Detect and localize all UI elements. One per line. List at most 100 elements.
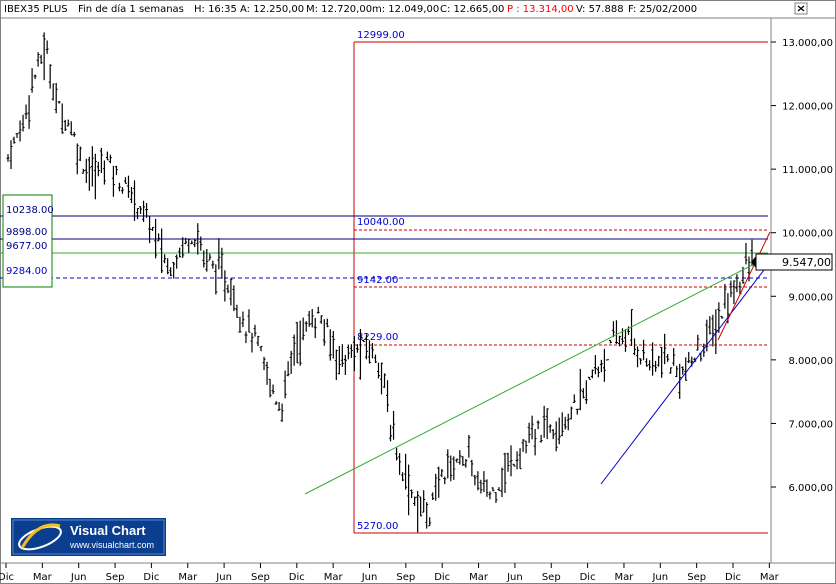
y-tick-label: 7.000,00	[788, 419, 833, 430]
ohlc-bar	[419, 496, 423, 517]
ohlc-bar	[509, 445, 513, 477]
ohlc-bar	[723, 283, 727, 309]
ohlc-bar	[151, 226, 155, 231]
ohlc-bar	[337, 346, 341, 375]
ohlc-bar	[545, 408, 549, 440]
fib-bottom-label: 5270.00	[357, 521, 398, 532]
trendline-green[interactable]	[304, 255, 771, 495]
ohlc-bar	[672, 348, 676, 366]
y-tick-label: 9.000,00	[788, 292, 833, 303]
ohlc-bar	[102, 160, 106, 185]
ohlc-bar	[479, 479, 483, 494]
x-tick-label: Mar	[324, 572, 344, 583]
ohlc-bar	[581, 388, 585, 399]
x-tick-label: Sep	[542, 572, 561, 583]
ohlc-bar	[334, 349, 338, 381]
ohlc-bar	[352, 336, 356, 372]
ohlc-bar	[747, 256, 751, 282]
ohlc-bar	[69, 121, 73, 136]
ohlc-bar	[639, 358, 643, 365]
level-label-9284: 9284.00	[6, 266, 47, 277]
ohlc-bar	[648, 360, 652, 371]
logo-swoosh-icon	[18, 523, 62, 551]
ohlc-bar	[343, 354, 347, 375]
ohlc-bar	[572, 394, 576, 403]
ohlc-bar	[627, 326, 631, 335]
ohlc-bar	[470, 459, 474, 477]
ohlc-bar	[524, 440, 528, 454]
ohlc-bar	[133, 180, 137, 221]
x-tick-label: Jun	[70, 572, 87, 583]
ohlc-bar	[732, 280, 736, 305]
ohlc-bar	[184, 237, 188, 245]
ohlc-bar	[452, 456, 456, 480]
ohlc-bar	[45, 40, 49, 54]
x-tick-label: Jun	[215, 572, 232, 583]
ohlc-bar	[355, 344, 359, 353]
ohlc-bar	[560, 412, 564, 437]
close-button[interactable]	[794, 2, 808, 15]
x-tick-label: Dic	[289, 572, 305, 583]
ohlc-bar	[735, 274, 739, 293]
ohlc-bar	[696, 334, 700, 351]
ohlc-bar	[416, 490, 420, 533]
header-close: C: 12.665,00	[440, 4, 504, 15]
trendline-blue[interactable]	[600, 261, 771, 485]
trendline-red[interactable]	[717, 231, 771, 341]
ohlc-bar	[51, 83, 55, 101]
ohlc-bar	[123, 177, 127, 184]
ohlc-bar	[717, 302, 721, 333]
ohlc-bar	[720, 315, 724, 319]
ohlc-bar	[530, 415, 534, 440]
ohlc-bar	[425, 502, 429, 529]
ohlc-bar	[301, 317, 305, 341]
fibonacci-box[interactable]: 12999.00 10040.00 9142.00 8229.00 5270.0…	[353, 30, 768, 534]
ohlc-bar	[482, 471, 486, 493]
ohlc-bar	[684, 357, 688, 381]
ohlc-bar	[24, 104, 28, 120]
ohlc-bar	[6, 154, 10, 162]
ohlc-bar	[331, 330, 335, 359]
ohlc-bar	[247, 309, 251, 333]
ohlc-bar	[437, 466, 441, 498]
ohlc-bar	[554, 421, 558, 452]
header-p: P : 13.314,00	[507, 4, 574, 15]
level-label-9898: 9898.00	[6, 227, 47, 238]
ohlc-bar	[78, 146, 82, 162]
ohlc-bar	[593, 355, 597, 375]
x-tick-label: Mar	[469, 572, 489, 583]
ohlc-bar	[271, 384, 275, 395]
ohlc-bar	[500, 467, 504, 498]
ohlc-bar	[605, 359, 609, 361]
y-tick-label: 11.000,00	[782, 165, 833, 176]
level-label-10238: 10238.00	[6, 205, 54, 216]
logo-url: www.visualchart.com	[69, 540, 154, 550]
x-tick-label: Sep	[687, 572, 706, 583]
ohlc-bar	[120, 187, 124, 194]
ohlc-bar	[9, 140, 13, 170]
ohlc-bar	[187, 238, 191, 253]
ohlc-bar	[66, 119, 70, 127]
ohlc-bar	[410, 489, 414, 499]
ohlc-bar	[12, 136, 16, 144]
ohlc-bar	[599, 359, 603, 373]
ohlc-bar	[126, 175, 130, 198]
current-price-marker: 9.547,00	[751, 253, 833, 271]
ohlc-bar	[313, 317, 317, 339]
ohlc-bar	[455, 458, 459, 463]
ohlc-bar	[262, 356, 266, 371]
ohlc-bar	[373, 354, 377, 364]
ohlc-bar	[63, 119, 67, 131]
ohlc-bar	[681, 366, 685, 375]
ohlc-bar	[512, 463, 516, 467]
ohlc-bar	[578, 368, 582, 411]
y-tick-label: 13.000,00	[782, 38, 833, 49]
ohlc-bar	[205, 249, 209, 272]
ohlc-bar	[60, 103, 64, 134]
ohlc-bar	[18, 120, 22, 142]
ohlc-bar	[608, 339, 612, 344]
ohlc-bar	[268, 378, 272, 398]
ohlc-bar	[467, 434, 471, 458]
ohlc-bar	[160, 228, 164, 274]
